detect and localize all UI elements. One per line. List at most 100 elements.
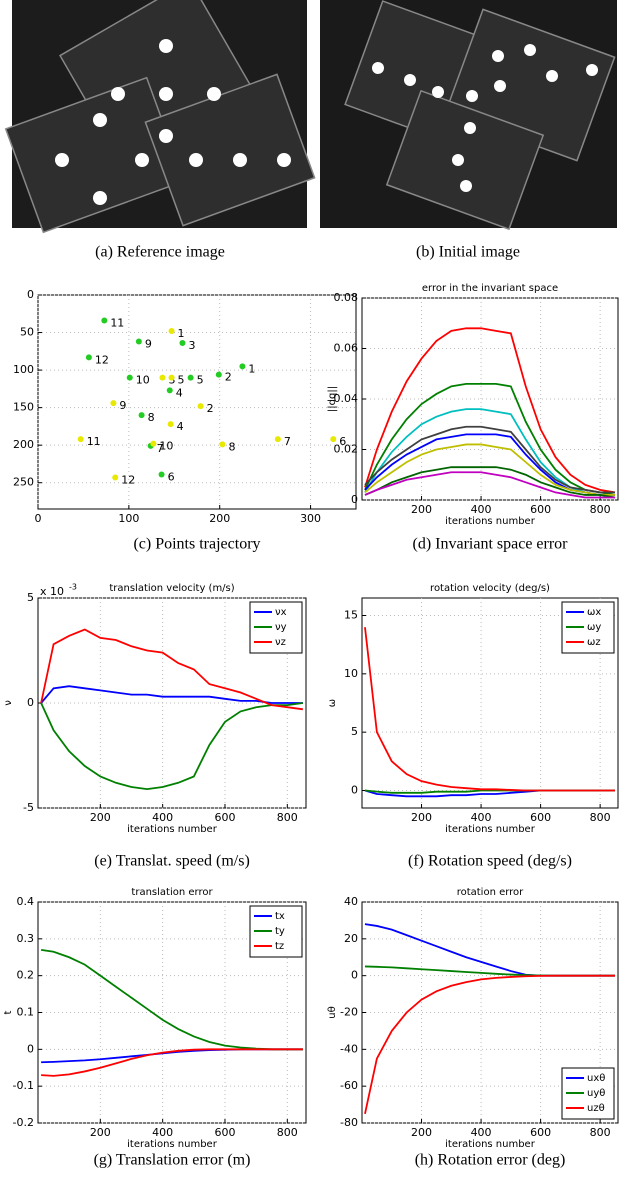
chart-title: rotation velocity (deg/s) [430, 583, 550, 594]
point [126, 374, 133, 381]
y-tick-label: -5 [23, 801, 34, 814]
point [167, 421, 174, 428]
legend-label: ωx [587, 607, 601, 618]
point [77, 436, 84, 443]
x-tick-label: 200 [411, 1126, 432, 1139]
y-tick-label: 0.3 [17, 932, 35, 945]
y-tick-label: 50 [20, 326, 34, 339]
point [168, 374, 175, 381]
y-tick-label: 5 [351, 725, 358, 738]
x-tick-label: 600 [530, 503, 551, 516]
plot-area [37, 294, 357, 510]
initial-image [320, 0, 617, 231]
y-tick-label: 150 [13, 401, 34, 414]
caption: (h) Rotation error (deg) [415, 1152, 566, 1169]
y-tick-label: 0 [351, 493, 358, 506]
x-tick-label: 400 [471, 1126, 492, 1139]
x-tick-label: 200 [209, 512, 230, 525]
legend-label: uyθ [587, 1088, 605, 1099]
x-tick-label: 200 [90, 811, 111, 824]
y-tick-label: -40 [340, 1042, 358, 1055]
legend-label: ωz [587, 637, 601, 648]
x-axis-label: iterations number [445, 516, 536, 527]
series-line [41, 1048, 303, 1077]
legend-label: ty [275, 926, 285, 937]
chart-title: translation velocity (m/s) [109, 583, 234, 594]
legend-label: uzθ [587, 1103, 605, 1114]
point-label: 4 [177, 420, 184, 433]
series-line [364, 471, 616, 499]
y-tick-label: 0.1 [17, 1006, 35, 1019]
point [197, 403, 204, 410]
y-tick-label: 15 [344, 609, 358, 622]
y-tick-label: 0 [351, 969, 358, 982]
series-line [364, 974, 616, 1114]
series-line [364, 627, 616, 792]
legend-label: tx [275, 911, 285, 922]
point [159, 374, 166, 381]
x-tick-label: 600 [530, 1126, 551, 1139]
series-line [40, 685, 303, 704]
x-tick-label: 600 [530, 811, 551, 824]
y-tick-label: 0.02 [334, 443, 359, 456]
y-tick-label: 0.06 [334, 342, 359, 355]
point [112, 474, 119, 481]
point-label: 12 [95, 353, 109, 366]
scale-exponent: -3 [69, 583, 77, 592]
point-label: 8 [148, 411, 155, 424]
point-label: 8 [228, 440, 235, 453]
y-axis-label: ω [327, 699, 338, 707]
point [187, 374, 194, 381]
caption: (b) Initial image [416, 244, 520, 261]
point-label: 2 [225, 371, 232, 384]
point [150, 440, 157, 447]
x-tick-label: 0 [35, 512, 42, 525]
point-label: 5 [178, 374, 185, 387]
y-tick-label: 0 [27, 288, 34, 301]
point [330, 436, 337, 443]
x-axis-label: iterations number [445, 1139, 536, 1150]
x-tick-label: 800 [590, 503, 611, 516]
x-axis-label: iterations number [445, 824, 536, 835]
point-label: 9 [145, 338, 152, 351]
legend-label: tz [275, 941, 284, 952]
point-label: 3 [188, 339, 195, 352]
point-label: 11 [110, 317, 124, 330]
point [239, 363, 246, 370]
reference-image [4, 0, 316, 234]
x-tick-label: 400 [471, 811, 492, 824]
point-label: 5 [197, 374, 204, 387]
y-axis-label: ν [3, 700, 14, 706]
point-label: 1 [178, 327, 185, 340]
series-line [364, 443, 616, 496]
series-line [364, 425, 616, 494]
point-label: 6 [339, 435, 346, 448]
point [168, 328, 175, 335]
y-tick-label: 250 [13, 476, 34, 489]
point-label: 10 [136, 374, 150, 387]
legend-label: νy [275, 622, 287, 633]
point [274, 436, 281, 443]
y-axis-label: uθ [327, 1006, 338, 1018]
x-tick-label: 200 [411, 811, 432, 824]
y-tick-label: -60 [340, 1079, 358, 1092]
legend-label: νx [275, 607, 287, 618]
y-tick-label: 0 [27, 696, 34, 709]
x-tick-label: 300 [300, 512, 321, 525]
y-tick-label: 0 [27, 1042, 34, 1055]
x-tick-label: 400 [152, 1126, 173, 1139]
point-label: 6 [168, 470, 175, 483]
point-label: 2 [207, 402, 214, 415]
y-tick-label: -0.1 [13, 1079, 34, 1092]
point [85, 354, 92, 361]
scale-label: x 10 [40, 585, 64, 598]
legend-label: νz [275, 637, 286, 648]
y-tick-label: 40 [344, 895, 358, 908]
caption: (f) Rotation speed (deg/s) [408, 853, 572, 870]
y-tick-label: -0.2 [13, 1116, 34, 1129]
y-tick-label: 100 [13, 363, 34, 376]
y-tick-label: -20 [340, 1006, 358, 1019]
point [215, 371, 222, 378]
point [110, 400, 117, 407]
